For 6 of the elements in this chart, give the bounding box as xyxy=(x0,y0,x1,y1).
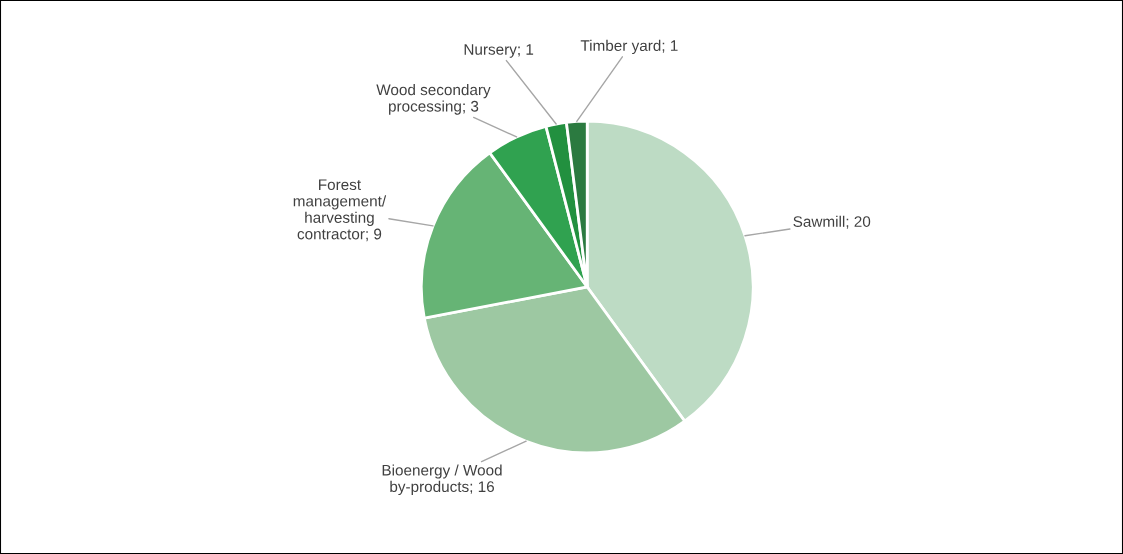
slice-label: Timber yard; 1 xyxy=(580,39,678,55)
slice-label: Sawmill; 20 xyxy=(793,215,871,229)
slice-label: Wood secondary processing; 3 xyxy=(376,84,491,115)
slice-label: Nursery; 1 xyxy=(464,44,534,58)
slice-label: Bioenergy / Wood by-products; 16 xyxy=(382,464,502,496)
slice-label: Forest management/ harvesting contractor; 9 xyxy=(293,179,387,242)
